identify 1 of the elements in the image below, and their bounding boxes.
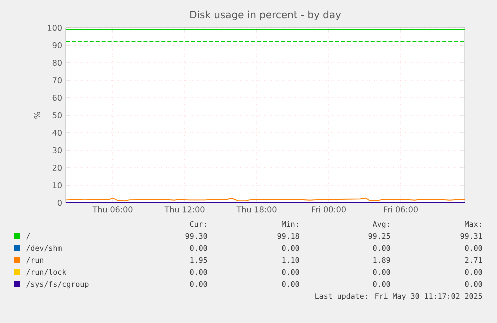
chart-title: Disk usage in percent - by day xyxy=(190,10,342,21)
